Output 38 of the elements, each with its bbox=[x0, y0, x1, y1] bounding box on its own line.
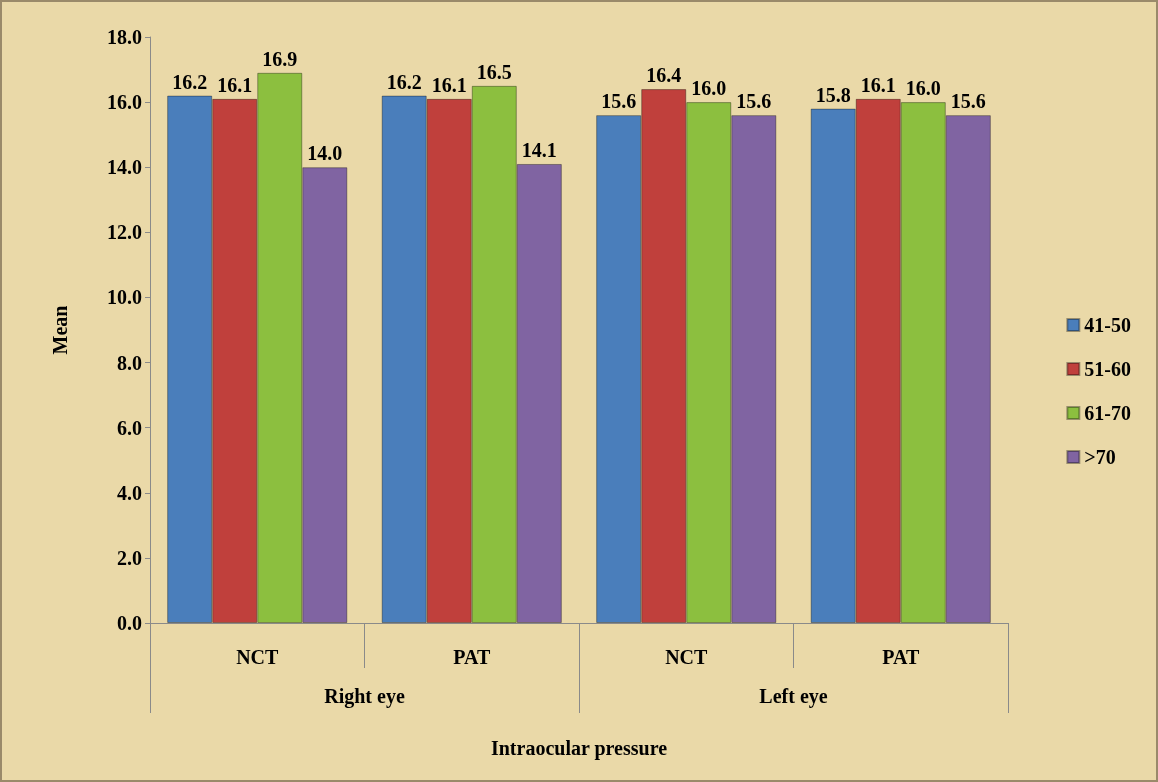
x-axis-title: Intraocular pressure bbox=[490, 737, 668, 760]
y-tick-label: 2.0 bbox=[117, 546, 142, 569]
y-tick-label: 12.0 bbox=[107, 221, 142, 244]
y-tick-label: 0.0 bbox=[117, 612, 142, 634]
x-tick-label: PAT bbox=[882, 646, 920, 668]
data-label: 15.8 bbox=[815, 83, 851, 106]
y-tick-label: 14.0 bbox=[107, 156, 142, 179]
data-label: 16.0 bbox=[691, 77, 727, 100]
y-tick-label: 10.0 bbox=[107, 286, 142, 309]
text: Left eye bbox=[759, 685, 828, 708]
y-tick-label: 4.0 bbox=[117, 481, 142, 504]
data-label: 15.6 bbox=[950, 90, 986, 113]
x-tick-label: NCT bbox=[236, 646, 280, 668]
legend-label: 41-50 bbox=[1084, 314, 1132, 336]
data-label: 14.0 bbox=[307, 142, 343, 165]
y-tick-label: 8.0 bbox=[117, 351, 142, 374]
data-label: 16.9 bbox=[262, 47, 298, 70]
data-label: 16.5 bbox=[476, 60, 512, 83]
data-label: 16.0 bbox=[905, 77, 941, 100]
data-label: 15.6 bbox=[736, 90, 772, 113]
y-axis-title: Mean bbox=[49, 305, 71, 355]
data-label: 16.1 bbox=[431, 73, 467, 96]
data-label: 16.1 bbox=[860, 73, 896, 96]
y-tick-label: 18.0 bbox=[107, 26, 142, 48]
legend-label: 51-60 bbox=[1084, 358, 1132, 380]
legend-label: 61-70 bbox=[1084, 402, 1132, 424]
x-tick-label: NCT bbox=[665, 646, 709, 668]
data-label: 14.1 bbox=[521, 138, 557, 161]
data-label: 16.2 bbox=[386, 70, 422, 93]
y-tick-label: 6.0 bbox=[117, 416, 142, 439]
data-label: 15.6 bbox=[601, 90, 637, 113]
data-label: 16.4 bbox=[646, 64, 682, 87]
data-label: 16.2 bbox=[172, 70, 208, 93]
legend-label: >70 bbox=[1084, 446, 1116, 468]
x-tick-label: PAT bbox=[453, 646, 491, 668]
data-label: 16.1 bbox=[217, 73, 253, 96]
text: Right eye bbox=[324, 685, 405, 708]
y-tick-label: 16.0 bbox=[107, 91, 142, 114]
